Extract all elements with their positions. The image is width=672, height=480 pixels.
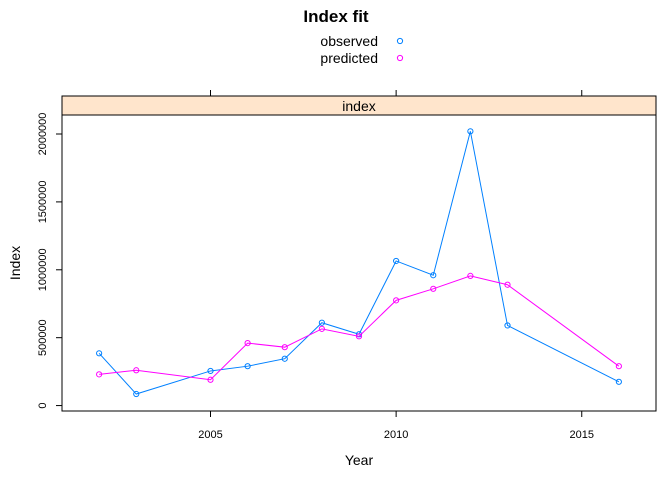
point-predicted-2005	[207, 376, 214, 383]
point-predicted-2012	[467, 272, 474, 279]
series-line-predicted	[99, 275, 620, 381]
point-observed-2008	[318, 319, 325, 326]
series-line-observed	[98, 131, 620, 395]
point-predicted-2013	[504, 281, 511, 288]
point-predicted-2008	[318, 325, 325, 332]
point-observed-2011	[430, 272, 437, 279]
point-observed-2016	[615, 378, 622, 385]
panel-strip-label: index	[342, 98, 375, 114]
point-observed-2007	[281, 355, 288, 362]
legend-label-observed: observed	[320, 33, 378, 49]
x-axis-ticks: 2005 2010 2015	[198, 90, 594, 441]
y-tick-label-0: 0	[37, 403, 49, 409]
y-tick-label-1500000: 1500000	[37, 180, 49, 223]
x-tick-label-2015: 2015	[570, 429, 594, 441]
point-predicted-2006	[244, 340, 251, 347]
legend-marker-observed	[396, 37, 404, 45]
y-axis-label: Index	[7, 246, 23, 280]
point-observed-2010	[393, 257, 400, 265]
y-tick-label-500000: 500000	[37, 319, 49, 356]
series-layer	[96, 128, 622, 398]
legend-marker-predicted	[396, 54, 404, 62]
point-predicted-2010	[393, 297, 400, 304]
chart-title: Index fit	[303, 7, 369, 26]
plot-frame	[61, 114, 657, 412]
point-observed-2012	[467, 128, 474, 135]
point-predicted-2016	[615, 363, 622, 370]
point-observed-2006	[244, 363, 251, 370]
y-tick-label-2000000: 2000000	[37, 113, 49, 156]
point-predicted-2011	[430, 285, 437, 292]
point-predicted-2003	[133, 367, 140, 374]
point-observed-2005	[207, 367, 214, 375]
y-axis-ticks: 0 500000 1000000 1500000 2000000	[37, 113, 62, 409]
x-tick-label-2005: 2005	[198, 429, 222, 441]
y-tick-label-1000000: 1000000	[37, 248, 49, 291]
point-observed-2013	[504, 322, 511, 329]
legend: observed predicted	[320, 33, 404, 66]
point-predicted-2007	[281, 344, 288, 351]
point-observed-2003	[133, 390, 140, 398]
point-observed-2002	[96, 350, 103, 357]
x-tick-label-2010: 2010	[384, 429, 408, 441]
x-axis-label: Year	[345, 452, 374, 468]
legend-label-predicted: predicted	[320, 50, 378, 66]
point-predicted-2002	[96, 371, 103, 378]
point-predicted-2009	[355, 333, 363, 340]
